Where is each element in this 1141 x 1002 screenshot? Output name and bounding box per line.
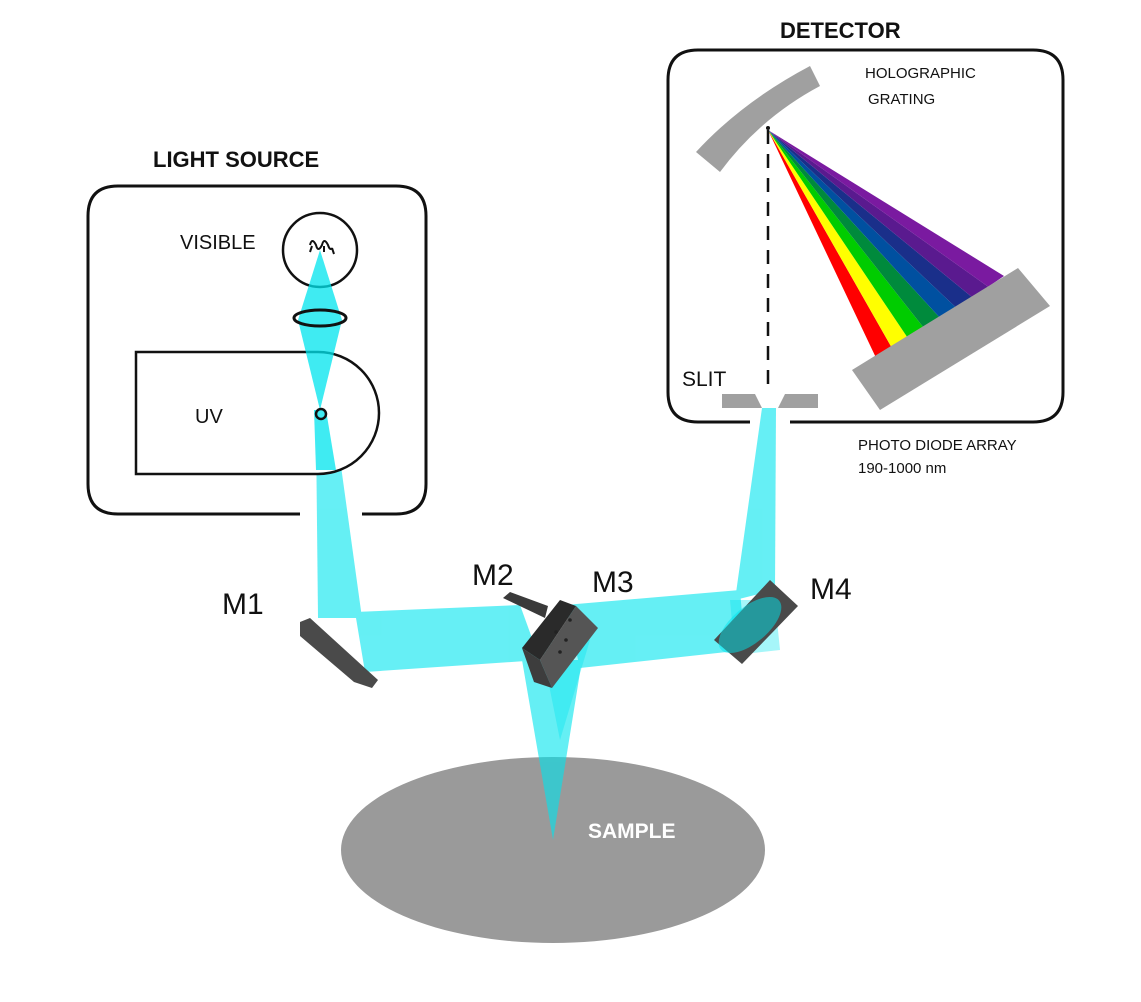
spectrum-band: [768, 130, 894, 362]
spectrum-band: [768, 130, 957, 319]
detector-housing: [666, 48, 1065, 424]
light-source-title: LIGHT SOURCE: [153, 147, 319, 172]
spectrum-band: [768, 130, 989, 298]
spectrum-band: [768, 130, 926, 341]
m3-label: M3: [592, 566, 634, 599]
mirror-m3: [522, 600, 598, 688]
mirror-m1: [300, 618, 378, 688]
mirror-m2: [503, 592, 548, 618]
m4-label: M4: [810, 573, 852, 606]
uv-lamp-housing: [134, 350, 381, 476]
spectrum-band: [768, 130, 941, 330]
uv-label: UV: [195, 406, 223, 428]
photo-diode-array-label: PHOTO DIODE ARRAY: [858, 437, 1017, 454]
mirror-m4: [714, 580, 798, 664]
visible-label: VISIBLE: [180, 232, 256, 254]
sample-disc: [341, 757, 765, 943]
m1-label: M1: [222, 588, 264, 621]
holographic-grating: [696, 66, 820, 172]
photo-diode-array: [852, 268, 1050, 410]
slit-left-jaw: [722, 394, 762, 408]
spectrum-band: [768, 130, 973, 309]
m2-label: M2: [472, 559, 514, 592]
slit-right-jaw: [778, 394, 818, 408]
spectrum-band: [768, 130, 1004, 287]
slit-label: SLIT: [682, 368, 727, 391]
lens: [292, 308, 348, 328]
light-source-housing: [86, 184, 428, 516]
wavelength-range-label: 190-1000 nm: [858, 460, 946, 477]
uv-lamp-point: [314, 407, 328, 421]
light-beams: [316, 408, 776, 840]
spectrum-band: [768, 130, 910, 352]
grating-point: [766, 126, 770, 130]
detector-title: DETECTOR: [780, 18, 901, 43]
source-beam: [298, 250, 342, 470]
grating-label: GRATING: [868, 91, 935, 108]
spectrum-fan: [768, 130, 1004, 362]
holographic-label: HOLOGRAPHIC: [865, 65, 976, 82]
sample-label: SAMPLE: [588, 820, 676, 843]
filament-icon: [309, 240, 335, 255]
